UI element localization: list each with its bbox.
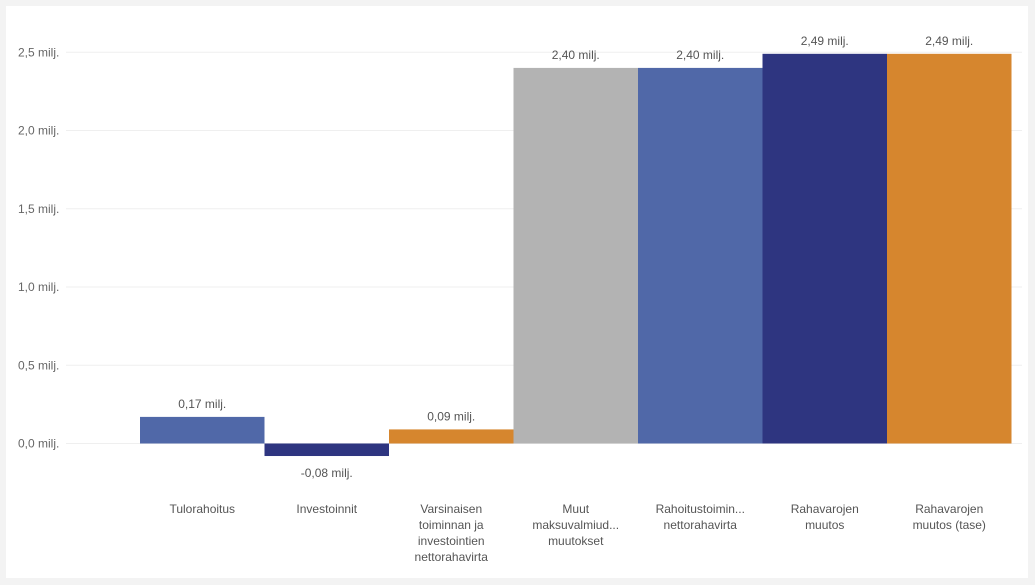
category-label-line: Tulorahoitus xyxy=(169,502,235,516)
category-label-line: Varsinaisen xyxy=(420,502,482,516)
category-label-line: Muut xyxy=(562,502,589,516)
category-label-line: maksuvalmiud... xyxy=(532,518,619,532)
bar xyxy=(389,429,514,444)
chart-panel: 0,0 milj. 0,5 milj. 1,0 milj. 1,5 milj. 2,0 … xyxy=(6,6,1028,578)
category-label-line: Rahavarojen xyxy=(791,502,859,516)
category-label-line: Investoinnit xyxy=(296,502,357,516)
category-label: Rahavarojen muutos xyxy=(791,502,859,532)
bar xyxy=(264,443,389,457)
y-tick-label: 1,5 milj. xyxy=(18,202,59,216)
category-label: Rahoitustoimin... nettorahavirta xyxy=(656,502,745,532)
bar xyxy=(513,67,638,444)
y-tick-label: 1,0 milj. xyxy=(18,280,59,294)
category-label-line: muutokset xyxy=(548,534,604,548)
category-label-line: toiminnan ja xyxy=(419,518,484,532)
category-label: Rahavarojen muutos (tase) xyxy=(913,502,986,532)
y-tick-label: 0,0 milj. xyxy=(18,437,59,451)
category-label-line: muutos (tase) xyxy=(913,518,986,532)
y-tick-label: 2,0 milj. xyxy=(18,124,59,138)
category-label-line: investointien xyxy=(418,534,485,548)
bar xyxy=(638,67,763,444)
category-label: Muut maksuvalmiud... muutokset xyxy=(532,502,619,548)
category-label-line: nettorahavirta xyxy=(415,550,489,564)
category-label: Investoinnit xyxy=(296,502,357,516)
category-label-line: nettorahavirta xyxy=(664,518,738,532)
category-label-line: Rahavarojen xyxy=(915,502,983,516)
y-tick-label: 0,5 milj. xyxy=(18,358,59,372)
data-label: 2,40 milj. xyxy=(676,48,724,62)
category-label: Varsinaisen toiminnan ja investointien nett… xyxy=(415,502,489,564)
bar xyxy=(762,53,887,444)
category-label: Tulorahoitus xyxy=(169,502,235,516)
category-label-line: Rahoitustoimin... xyxy=(656,502,745,516)
y-tick-label: 2,5 milj. xyxy=(18,45,59,59)
bar xyxy=(887,53,1012,444)
category-label-line: muutos xyxy=(805,518,844,532)
data-label: -0,08 milj. xyxy=(301,466,353,480)
data-label: 2,49 milj. xyxy=(801,34,849,48)
bar xyxy=(140,416,265,444)
data-label: 2,40 milj. xyxy=(552,48,600,62)
bar-chart: 0,0 milj. 0,5 milj. 1,0 milj. 1,5 milj. 2,0 … xyxy=(18,34,1022,564)
data-label: 0,09 milj. xyxy=(427,409,475,423)
data-label: 0,17 milj. xyxy=(178,397,226,411)
data-label: 2,49 milj. xyxy=(925,34,973,48)
